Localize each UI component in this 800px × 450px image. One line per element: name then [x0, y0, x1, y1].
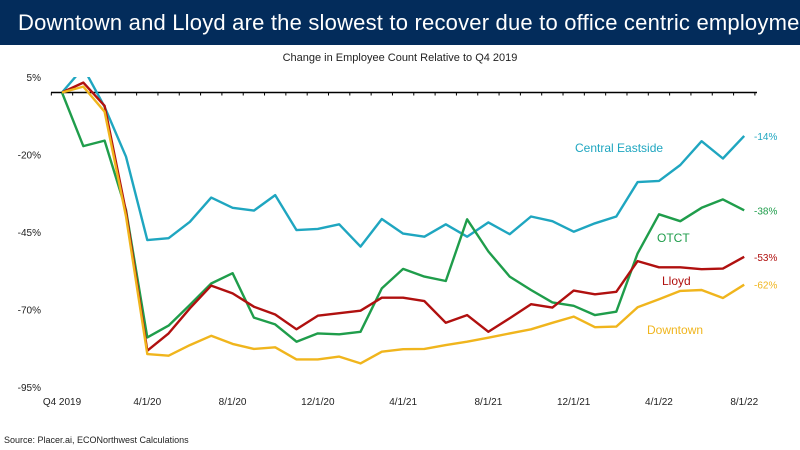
x-axis: Q4 2019 4/1/20 8/1/20 12/1/20 4/1/21 8/1/21 12…: [43, 91, 759, 408]
series-labels: -14% Central Eastside -38% OTCT -53% Lloyd -62…: [575, 132, 777, 337]
y-tick-label: -20%: [18, 151, 41, 162]
page-title: Downtown and Lloyd are the slowest to re…: [18, 10, 800, 35]
y-axis: 5% -20% -45% -70% -95%: [18, 73, 41, 394]
series-name-label: Lloyd: [662, 274, 691, 288]
x-tick-label: 8/1/21: [474, 397, 502, 408]
series-line-lloyd: [61, 81, 745, 352]
series-name-label: Downtown: [647, 323, 703, 337]
x-tick-label: Q4 2019: [43, 397, 82, 408]
end-value-label: -53%: [754, 253, 777, 264]
x-tick-label: 12/1/20: [301, 397, 335, 408]
x-tick-label: 12/1/21: [557, 397, 591, 408]
series-name-label: OTCT: [657, 231, 690, 245]
end-value-label: -62%: [754, 281, 777, 292]
series-line-downtown: [61, 85, 745, 365]
x-tick-label: 8/1/22: [730, 397, 758, 408]
x-tick-label: 8/1/20: [219, 397, 247, 408]
source-note: Source: Placer.ai, ECONorthwest Calculat…: [4, 435, 189, 445]
title-banner: Downtown and Lloyd are the slowest to re…: [0, 0, 800, 45]
y-tick-label: -70%: [18, 306, 41, 317]
y-tick-label: -45%: [18, 228, 41, 239]
end-value-label: -14%: [754, 132, 777, 143]
series-name-label: Central Eastside: [575, 141, 663, 155]
y-tick-label: -95%: [18, 383, 41, 394]
series-line-otct: [60, 92, 745, 343]
x-tick-label: 4/1/22: [645, 397, 673, 408]
x-tick-label: 4/1/20: [133, 397, 161, 408]
x-tick-label: 4/1/21: [389, 397, 417, 408]
series-line-central-eastside: [61, 77, 746, 248]
series-lines: [60, 77, 746, 365]
end-value-label: -38%: [754, 206, 777, 217]
chart-title: Change in Employee Count Relative to Q4 …: [282, 52, 518, 64]
y-tick-label: 5%: [27, 73, 42, 84]
